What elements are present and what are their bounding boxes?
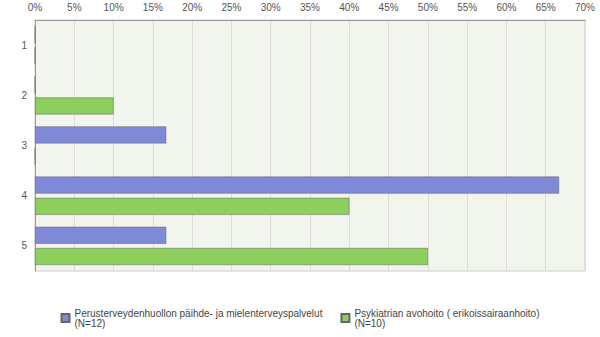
svg-text:55%: 55% <box>457 2 477 13</box>
svg-text:1: 1 <box>21 40 27 51</box>
svg-text:70%: 70% <box>575 2 595 13</box>
svg-text:50%: 50% <box>418 2 438 13</box>
svg-text:4: 4 <box>21 190 27 201</box>
svg-text:Psykiatrian avohoito ( erikois: Psykiatrian avohoito ( erikoissairaanhoi… <box>354 307 540 319</box>
svg-text:5: 5 <box>21 240 27 251</box>
svg-text:65%: 65% <box>536 2 556 13</box>
svg-text:(N=12): (N=12) <box>74 318 105 329</box>
svg-text:10%: 10% <box>104 2 124 13</box>
svg-text:2: 2 <box>21 90 27 101</box>
svg-text:45%: 45% <box>379 2 399 13</box>
svg-text:5%: 5% <box>67 2 82 13</box>
svg-text:0%: 0% <box>28 2 43 13</box>
svg-text:30%: 30% <box>261 2 281 13</box>
svg-text:Perusterveydenhuollon päihde-: Perusterveydenhuollon päihde- ja mielent… <box>74 308 322 319</box>
svg-text:15%: 15% <box>143 2 163 13</box>
svg-text:20%: 20% <box>182 2 202 13</box>
svg-text:(N=10): (N=10) <box>354 318 385 329</box>
svg-text:25%: 25% <box>221 2 241 13</box>
svg-text:3: 3 <box>21 140 27 151</box>
svg-text:60%: 60% <box>496 2 516 13</box>
svg-text:35%: 35% <box>300 2 320 13</box>
svg-text:40%: 40% <box>339 2 359 13</box>
